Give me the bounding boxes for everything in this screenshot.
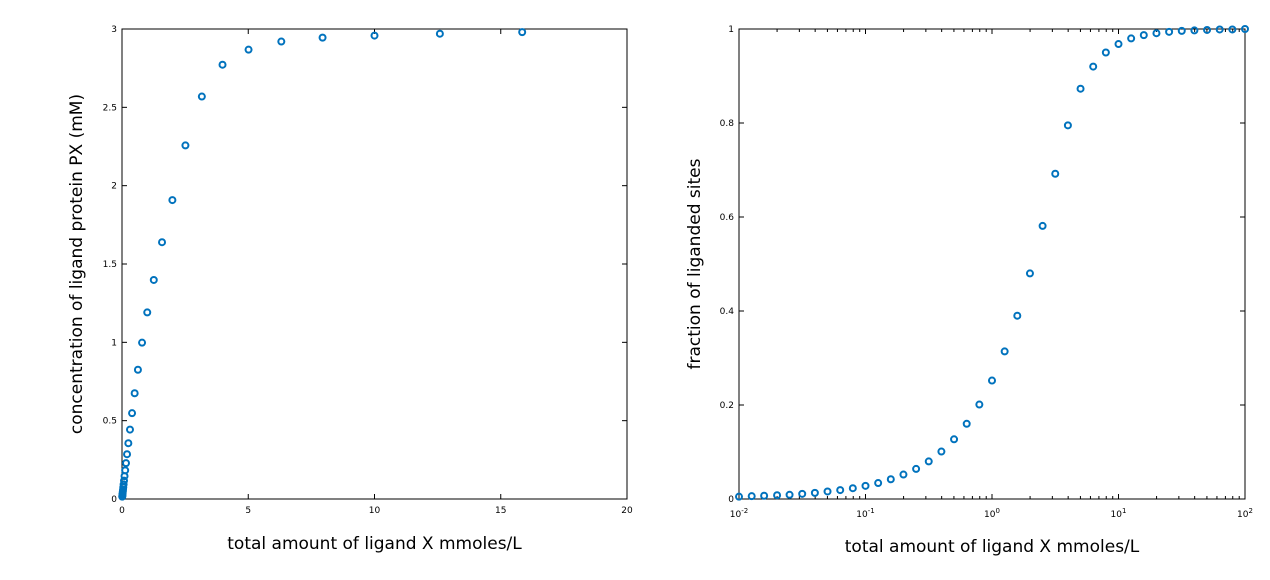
- data-point: [874, 479, 883, 488]
- x-tick-label: 101: [1111, 507, 1127, 520]
- data-point: [197, 92, 206, 101]
- data-point: [735, 492, 743, 501]
- y-tick-label: 0.4: [720, 307, 735, 317]
- left-chart: 0 5 10 15 20 0 0.5 1 1.5 2 2.5 3 total amount of lig…: [67, 25, 633, 554]
- y-tick-label: 0.2: [720, 401, 734, 411]
- y-tick-label: 0.8: [720, 119, 735, 129]
- y-tick-label: 2: [111, 182, 117, 192]
- data-point: [886, 475, 895, 484]
- y-tick-label: 0: [728, 495, 734, 505]
- data-point: [1114, 40, 1123, 49]
- data-point: [435, 29, 444, 38]
- data-point: [244, 45, 253, 54]
- data-point: [218, 60, 227, 69]
- data-point: [1190, 26, 1199, 35]
- data-point: [1089, 62, 1098, 71]
- data-point: [138, 338, 147, 347]
- data-point: [1203, 25, 1212, 34]
- data-point: [810, 488, 819, 497]
- data-point: [773, 491, 782, 500]
- data-point: [1215, 25, 1224, 34]
- data-point: [1101, 48, 1110, 57]
- data-point: [158, 238, 167, 247]
- data-point: [181, 141, 190, 150]
- data-point: [1139, 31, 1148, 40]
- plot-frame: [121, 28, 628, 500]
- data-point: [937, 447, 946, 456]
- data-point: [1165, 27, 1174, 36]
- data-point: [121, 466, 130, 475]
- data-point: [1076, 84, 1085, 93]
- y-tick-label: 1: [111, 338, 117, 348]
- y-tick-label: 2.5: [103, 103, 117, 113]
- y-tick-label: 1: [728, 25, 734, 35]
- right-chart: 10-2 10-1 100 101 102 0 0.2 0.4 0.6 0.8 1 total amo…: [685, 25, 1253, 557]
- x-tick-label: 10: [369, 506, 381, 516]
- data-point: [924, 457, 933, 466]
- data-point: [370, 31, 379, 40]
- y-axis-title: fraction of liganded sites: [685, 158, 705, 369]
- data-point: [1228, 25, 1237, 34]
- y-tick-label: 3: [111, 25, 117, 35]
- data-point: [123, 450, 132, 459]
- data-point: [1000, 347, 1009, 356]
- x-tick-label: 100: [984, 507, 1000, 520]
- x-tick-label: 10-2: [730, 507, 748, 520]
- data-point: [128, 409, 137, 418]
- data-point: [1063, 121, 1072, 130]
- data-point: [861, 481, 870, 490]
- data-point: [975, 400, 984, 409]
- data-point: [318, 33, 327, 42]
- data-point: [1051, 169, 1060, 178]
- data-point: [124, 439, 133, 448]
- x-axis-title: total amount of ligand X mmoles/L: [227, 534, 522, 554]
- x-tick-label: 15: [495, 506, 506, 516]
- data-point: [1241, 25, 1249, 33]
- y-tick-label: 0.5: [103, 417, 117, 427]
- data-point: [130, 389, 139, 398]
- data-point: [848, 484, 857, 493]
- data-point: [747, 492, 756, 501]
- data-point: [823, 487, 832, 496]
- data-point: [1177, 26, 1186, 35]
- data-point: [760, 491, 769, 500]
- data-point: [950, 435, 959, 444]
- data-point: [1025, 269, 1034, 278]
- data-point: [1127, 34, 1136, 43]
- y-axis-title: concentration of ligand protein PX (mM): [67, 94, 87, 434]
- data-point: [988, 376, 996, 385]
- data-point: [122, 459, 131, 468]
- data-point: [836, 486, 845, 495]
- y-tick-label: 0: [111, 495, 117, 505]
- data-point: [1013, 311, 1022, 320]
- data-point: [168, 196, 177, 205]
- x-tick-label: 10-1: [856, 507, 874, 520]
- data-point: [518, 28, 527, 37]
- data-point: [962, 419, 971, 428]
- data-point: [119, 480, 128, 489]
- data-point: [149, 275, 158, 284]
- data-point: [133, 365, 142, 374]
- data-point: [277, 37, 286, 46]
- data-point: [1038, 221, 1047, 230]
- y-tick-label: 1.5: [103, 260, 117, 270]
- data-point: [798, 489, 807, 498]
- data-point: [899, 470, 908, 479]
- data-point: [785, 490, 794, 499]
- y-tick-label: 0.6: [720, 213, 735, 223]
- plot-frame: [738, 28, 1246, 500]
- x-tick-label: 20: [621, 506, 633, 516]
- x-axis-title: total amount of ligand X mmoles/L: [845, 537, 1140, 557]
- x-tick-label: 102: [1237, 507, 1253, 520]
- data-point: [120, 476, 129, 485]
- x-tick-label: 5: [245, 506, 251, 516]
- data-point: [912, 464, 921, 473]
- data-point: [143, 308, 152, 317]
- data-point: [1152, 29, 1161, 38]
- x-tick-label: 0: [119, 506, 125, 516]
- data-point: [125, 425, 134, 434]
